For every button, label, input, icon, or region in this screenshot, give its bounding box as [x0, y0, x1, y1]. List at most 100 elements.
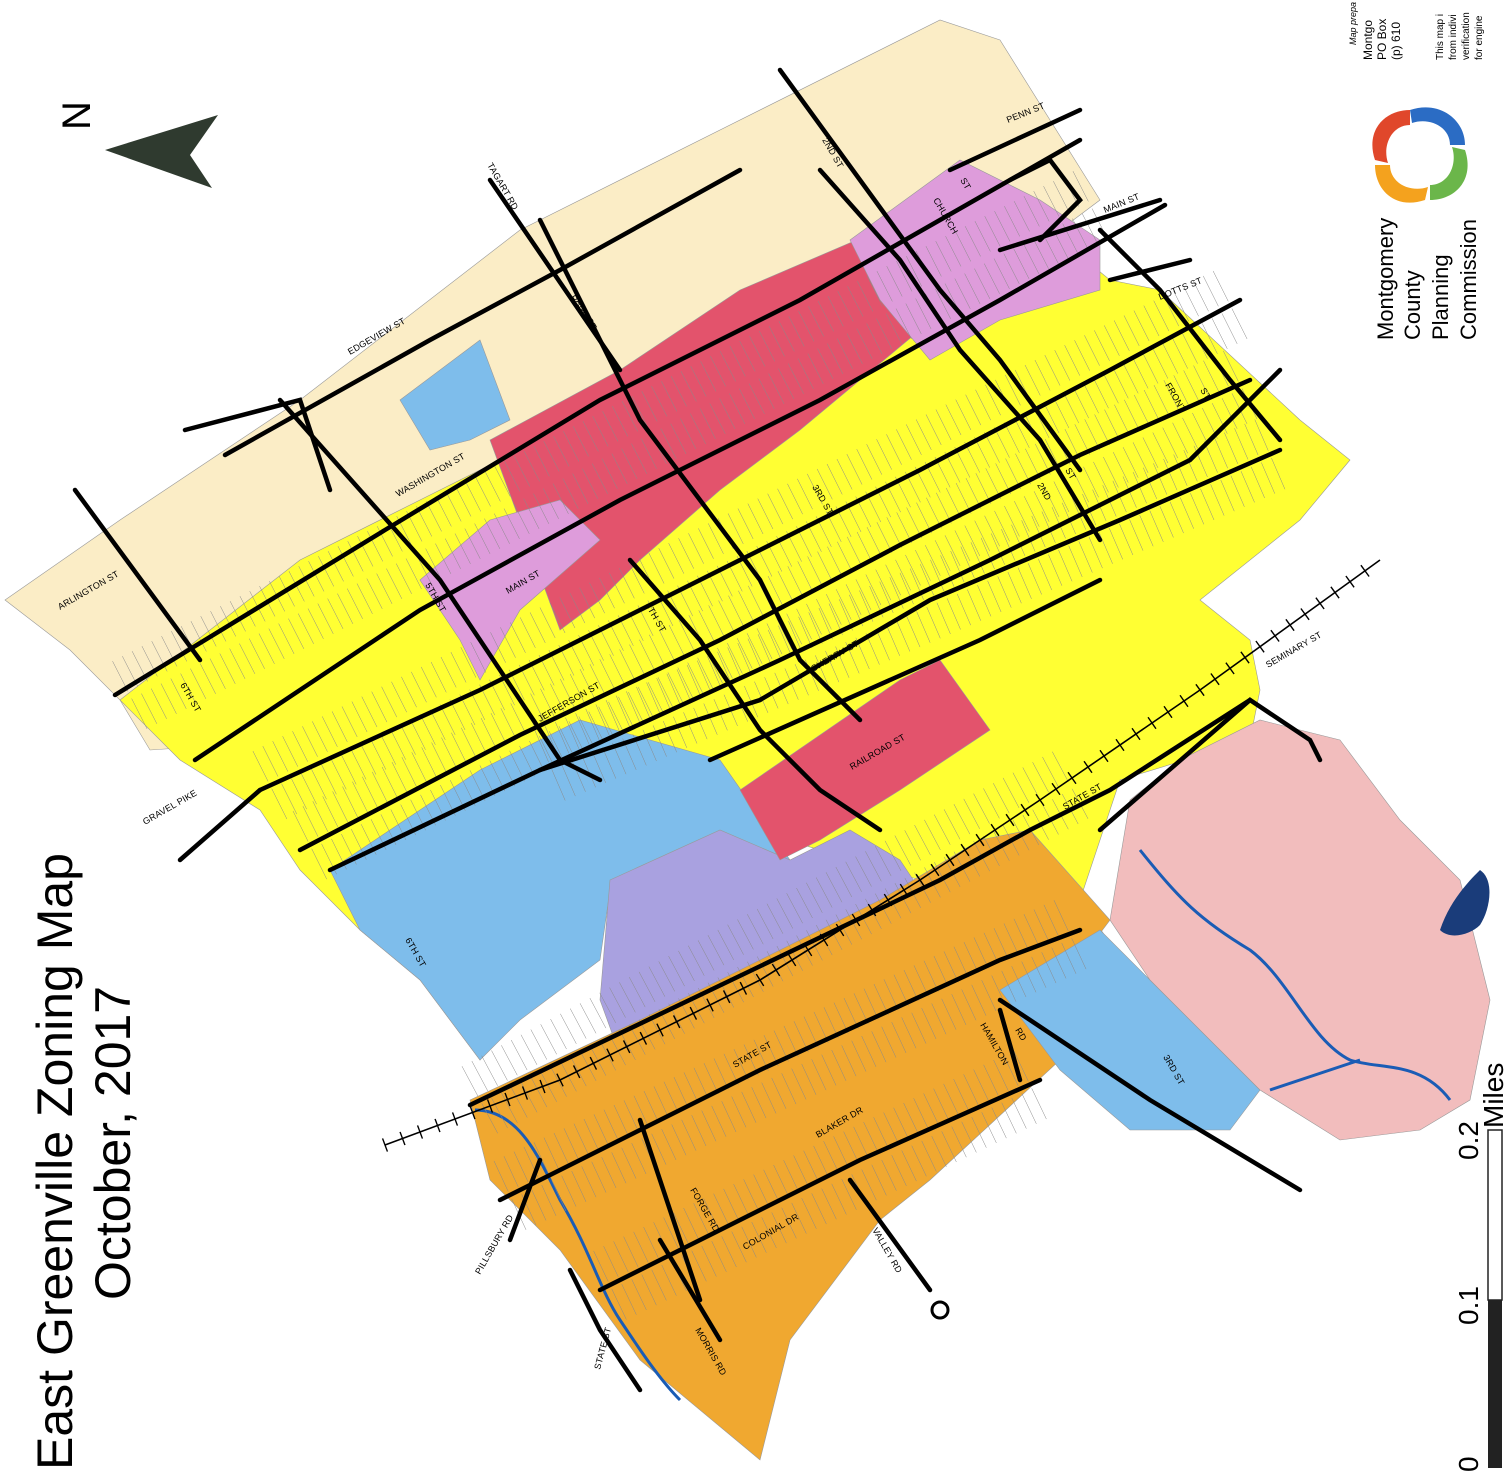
- parcel-line: [875, 569, 892, 601]
- parcel-line: [190, 621, 207, 652]
- parcel-line: [598, 706, 614, 738]
- parcel-line: [758, 378, 775, 409]
- parcel-line: [1054, 350, 1071, 381]
- parcel-line: [1074, 340, 1090, 371]
- parcel-line: [490, 632, 506, 663]
- parcel-line: [825, 872, 843, 903]
- rail-tie: [819, 933, 829, 947]
- scale-tick-0: 0: [1453, 1456, 1484, 1472]
- parcel-line: [439, 704, 456, 736]
- parcel-line: [297, 613, 314, 644]
- parcel-line: [1211, 403, 1228, 434]
- parcel-line: [951, 994, 967, 1026]
- parcel-line: [653, 1086, 669, 1118]
- parcel-line: [815, 655, 830, 687]
- parcel-line: [317, 603, 334, 634]
- parcel-line: [827, 343, 844, 374]
- zone-commercial-railroad: [739, 659, 991, 861]
- parcel-line: [248, 638, 265, 669]
- parcel-line: [199, 663, 216, 694]
- parcel-line: [747, 503, 764, 535]
- parcel-line: [599, 992, 616, 1023]
- parcel-line: [713, 1058, 729, 1090]
- parcel-line: [531, 1189, 547, 1221]
- parcel-line: [703, 1063, 719, 1095]
- parcel-line: [534, 730, 549, 763]
- parcel-line: [930, 559, 945, 592]
- parcel-line: [1162, 427, 1179, 459]
- parcel-line: [572, 473, 589, 504]
- parcel-line: [921, 1008, 937, 1040]
- parcel-line: [647, 682, 664, 713]
- parcel-line: [455, 486, 472, 517]
- parcel-line: [973, 793, 990, 824]
- parcel-line: [983, 1064, 999, 1096]
- parcel-line: [440, 656, 457, 688]
- parcel-line: [322, 796, 339, 827]
- parcel-line: [1193, 365, 1209, 397]
- parcel-line: [332, 791, 348, 823]
- parcel-line: [816, 598, 832, 630]
- parcel-line: [1221, 398, 1238, 429]
- parcel-line: [131, 698, 148, 729]
- parcel-line: [229, 648, 246, 679]
- parcel-line: [500, 627, 516, 658]
- parcel-line: [827, 546, 843, 578]
- parcel-line: [808, 306, 825, 337]
- parcel-line: [935, 241, 952, 272]
- parcel-line: [801, 1063, 817, 1095]
- parcel-line: [994, 427, 1010, 458]
- zone-commercial-mixed-west: [419, 499, 601, 681]
- parcel-line: [729, 346, 746, 377]
- label-seminary-st: SEMINARY ST: [1264, 629, 1324, 669]
- parcel-line: [777, 571, 794, 602]
- parcel-line: [861, 1035, 877, 1067]
- parcel-line: [229, 601, 246, 632]
- parcel-line: [1051, 507, 1066, 539]
- parcel-line: [431, 742, 447, 774]
- road-6th-cross: [182, 397, 333, 493]
- parcel-line: [885, 313, 902, 344]
- parcel-line: [690, 366, 707, 397]
- parcel-line: [871, 1164, 887, 1196]
- parcel-line: [621, 401, 638, 432]
- parcel-line: [738, 388, 755, 419]
- parcel-line: [983, 263, 1000, 294]
- parcel-line: [784, 668, 799, 700]
- parcel-line: [641, 391, 658, 422]
- parcel-line: [1139, 514, 1154, 547]
- parcel-line: [865, 574, 882, 606]
- parcel-line: [778, 368, 795, 399]
- parcel-line: [623, 1100, 639, 1132]
- parcel-line: [1113, 452, 1129, 483]
- parcel-line: [767, 575, 784, 607]
- parcel-line: [1271, 457, 1286, 490]
- rail-tie: [1131, 727, 1141, 741]
- prepared-line3: PO Box: [1375, 19, 1389, 60]
- parcel-line: [239, 643, 256, 674]
- parcel-line: [1053, 481, 1070, 513]
- parcel-line: [964, 273, 981, 304]
- parcel-line: [895, 308, 912, 339]
- parcel-line: [636, 686, 651, 719]
- parcel-line: [934, 540, 951, 571]
- parcel-line: [983, 788, 1000, 819]
- parcel-line: [592, 751, 606, 784]
- parcel-line: [1031, 1088, 1047, 1120]
- parcel-line: [738, 590, 754, 622]
- parcel-line: [318, 556, 335, 587]
- parcel-line: [658, 629, 675, 661]
- rail-tie: [899, 883, 909, 897]
- parcel-line: [895, 559, 911, 591]
- parcel-line: [1153, 300, 1170, 332]
- parcel-line: [1223, 350, 1239, 382]
- parcel-line: [913, 1098, 929, 1129]
- rail-tie: [504, 1092, 511, 1107]
- parcel-line: [661, 381, 678, 412]
- parcel-line: [876, 439, 892, 470]
- parcel-line: [801, 1198, 817, 1229]
- parcel-line: [811, 1059, 827, 1091]
- parcel-line: [361, 696, 378, 728]
- parcel-line: [893, 1107, 909, 1139]
- parcel-line: [541, 1184, 557, 1216]
